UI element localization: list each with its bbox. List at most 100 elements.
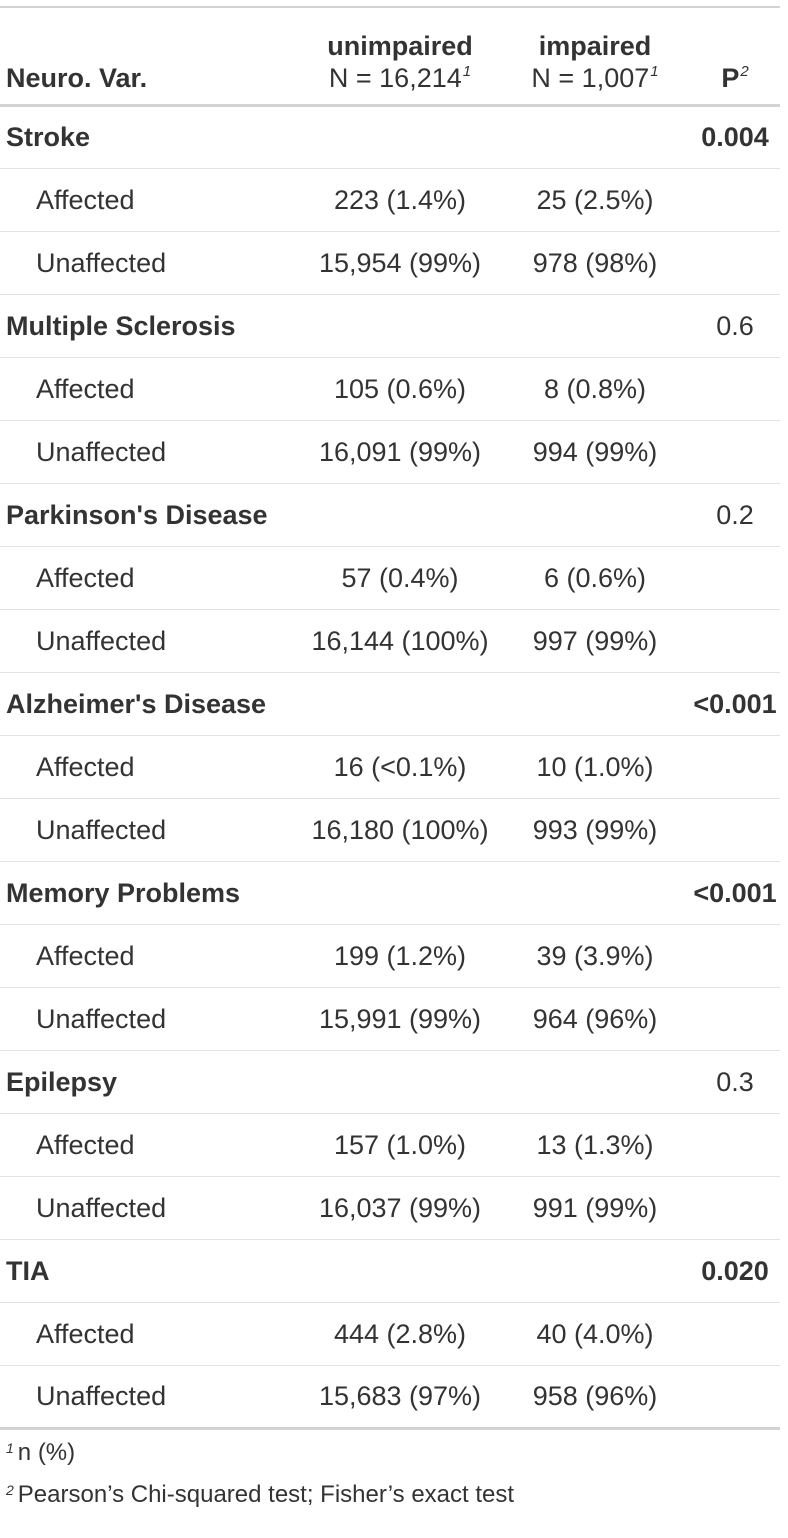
group-label-stroke: Stroke [6, 122, 91, 152]
header-p-value: P2 [690, 7, 780, 106]
empty-cell [690, 1366, 780, 1429]
header-impaired-name: impaired [538, 31, 652, 61]
unimpaired-value: 16,144 (100%) [311, 625, 489, 656]
empty-cell [690, 610, 780, 673]
empty-cell [300, 862, 500, 925]
empty-cell [690, 421, 780, 484]
table-row: Unaffected 16,144 (100%) 997 (99%) [0, 610, 780, 673]
empty-cell [690, 925, 780, 988]
empty-cell [690, 736, 780, 799]
p-value-memory-problems: <0.001 [693, 877, 777, 908]
level-label: Unaffected [36, 247, 167, 278]
footnote-marker: 1 [650, 63, 659, 80]
header-impaired-n: N = 1,0071 [500, 62, 690, 94]
footnote-marker: 1 [462, 63, 472, 80]
impaired-value: 6 (0.6%) [543, 562, 647, 593]
level-label: Unaffected [36, 1192, 167, 1223]
unimpaired-value: 15,954 (99%) [318, 247, 482, 278]
table-row: Unaffected 15,954 (99%) 978 (98%) [0, 232, 780, 295]
empty-cell [690, 358, 780, 421]
unimpaired-value: 16 (<0.1%) [333, 751, 467, 782]
empty-cell [690, 988, 780, 1051]
p-value-stroke: 0.004 [701, 122, 769, 152]
footnote-2-text: Pearson’s Chi-squared test; Fisher’s exa… [17, 1481, 515, 1508]
p-value-parkinson-s-disease: 0.2 [716, 499, 754, 530]
unimpaired-value: 199 (1.2%) [333, 940, 467, 971]
group-label-memory-problems: Memory Problems [6, 877, 241, 908]
level-label: Affected [36, 940, 135, 971]
level-label: Affected [36, 1318, 135, 1349]
impaired-value: 8 (0.8%) [543, 373, 647, 404]
unimpaired-value: 157 (1.0%) [333, 1129, 467, 1160]
group-label-parkinson-s-disease: Parkinson's Disease [6, 499, 268, 530]
level-label: Unaffected [36, 1381, 167, 1411]
level-label: Unaffected [36, 625, 167, 656]
empty-cell [300, 106, 500, 169]
empty-cell [300, 1240, 500, 1303]
p-value-alzheimer-s-disease: <0.001 [693, 688, 777, 719]
table-row: Affected 223 (1.4%) 25 (2.5%) [0, 169, 780, 232]
footnote-marker: 2 [740, 63, 749, 80]
header-unimpaired-name: unimpaired [327, 31, 473, 61]
empty-cell [690, 547, 780, 610]
empty-cell [690, 1177, 780, 1240]
footnote-1-mark: 1 [6, 1440, 14, 1456]
header-row: Neuro. Var. unimpaired N = 16,2141 impai… [0, 7, 780, 106]
table-row: Affected 444 (2.8%) 40 (4.0%) [0, 1303, 780, 1366]
impaired-value: 40 (4.0%) [536, 1318, 654, 1349]
group-row: TIA 0.020 [0, 1240, 780, 1303]
unimpaired-value: 16,180 (100%) [311, 814, 489, 845]
unimpaired-value: 16,037 (99%) [318, 1192, 482, 1223]
empty-cell [500, 106, 690, 169]
table-row: Affected 105 (0.6%) 8 (0.8%) [0, 358, 780, 421]
empty-cell [300, 484, 500, 547]
level-label: Affected [36, 373, 135, 404]
empty-cell [690, 799, 780, 862]
header-label: Neuro. Var. [6, 63, 148, 93]
impaired-value: 993 (99%) [532, 814, 658, 845]
table-row: Affected 199 (1.2%) 39 (3.9%) [0, 925, 780, 988]
empty-cell [300, 1051, 500, 1114]
group-label-tia: TIA [6, 1255, 50, 1286]
group-row: Memory Problems <0.001 [0, 862, 780, 925]
group-label-multiple-sclerosis: Multiple Sclerosis [6, 310, 236, 341]
summary-table-page: Neuro. Var. unimpaired N = 16,2141 impai… [0, 6, 780, 1514]
impaired-value: 997 (99%) [532, 625, 658, 656]
impaired-value: 991 (99%) [532, 1192, 658, 1223]
p-value-epilepsy: 0.3 [716, 1066, 754, 1097]
table-header: Neuro. Var. unimpaired N = 16,2141 impai… [0, 7, 780, 106]
empty-cell [500, 484, 690, 547]
group-label-epilepsy: Epilepsy [6, 1066, 118, 1097]
table-row: Unaffected 16,037 (99%) 991 (99%) [0, 1177, 780, 1240]
empty-cell [500, 862, 690, 925]
empty-cell [690, 169, 780, 232]
p-value-tia: 0.020 [701, 1255, 769, 1286]
level-label: Affected [36, 184, 135, 215]
p-value-multiple-sclerosis: 0.6 [716, 310, 754, 341]
empty-cell [500, 673, 690, 736]
empty-cell [300, 673, 500, 736]
footnote-2-mark: 2 [6, 1482, 14, 1498]
unimpaired-value: 16,091 (99%) [318, 436, 482, 467]
level-label: Affected [36, 562, 135, 593]
level-label: Unaffected [36, 436, 167, 467]
header-unimpaired-n: N = 16,2141 [300, 62, 500, 94]
empty-cell [690, 1114, 780, 1177]
impaired-value: 10 (1.0%) [536, 751, 654, 782]
table-row: Unaffected 15,991 (99%) 964 (96%) [0, 988, 780, 1051]
impaired-value: 994 (99%) [532, 436, 658, 467]
table-row: Unaffected 16,091 (99%) 994 (99%) [0, 421, 780, 484]
empty-cell [690, 1303, 780, 1366]
unimpaired-value: 57 (0.4%) [341, 562, 459, 593]
header-unimpaired-n-text: N = 16,214 [328, 63, 462, 93]
summary-table: Neuro. Var. unimpaired N = 16,2141 impai… [0, 6, 780, 1430]
empty-cell [300, 295, 500, 358]
impaired-value: 978 (98%) [532, 247, 658, 278]
footnote-1-text: n (%) [17, 1439, 76, 1466]
impaired-value: 964 (96%) [532, 1003, 658, 1034]
impaired-value: 13 (1.3%) [536, 1129, 654, 1160]
table-row: Affected 157 (1.0%) 13 (1.3%) [0, 1114, 780, 1177]
impaired-value: 39 (3.9%) [536, 940, 654, 971]
group-row: Parkinson's Disease 0.2 [0, 484, 780, 547]
